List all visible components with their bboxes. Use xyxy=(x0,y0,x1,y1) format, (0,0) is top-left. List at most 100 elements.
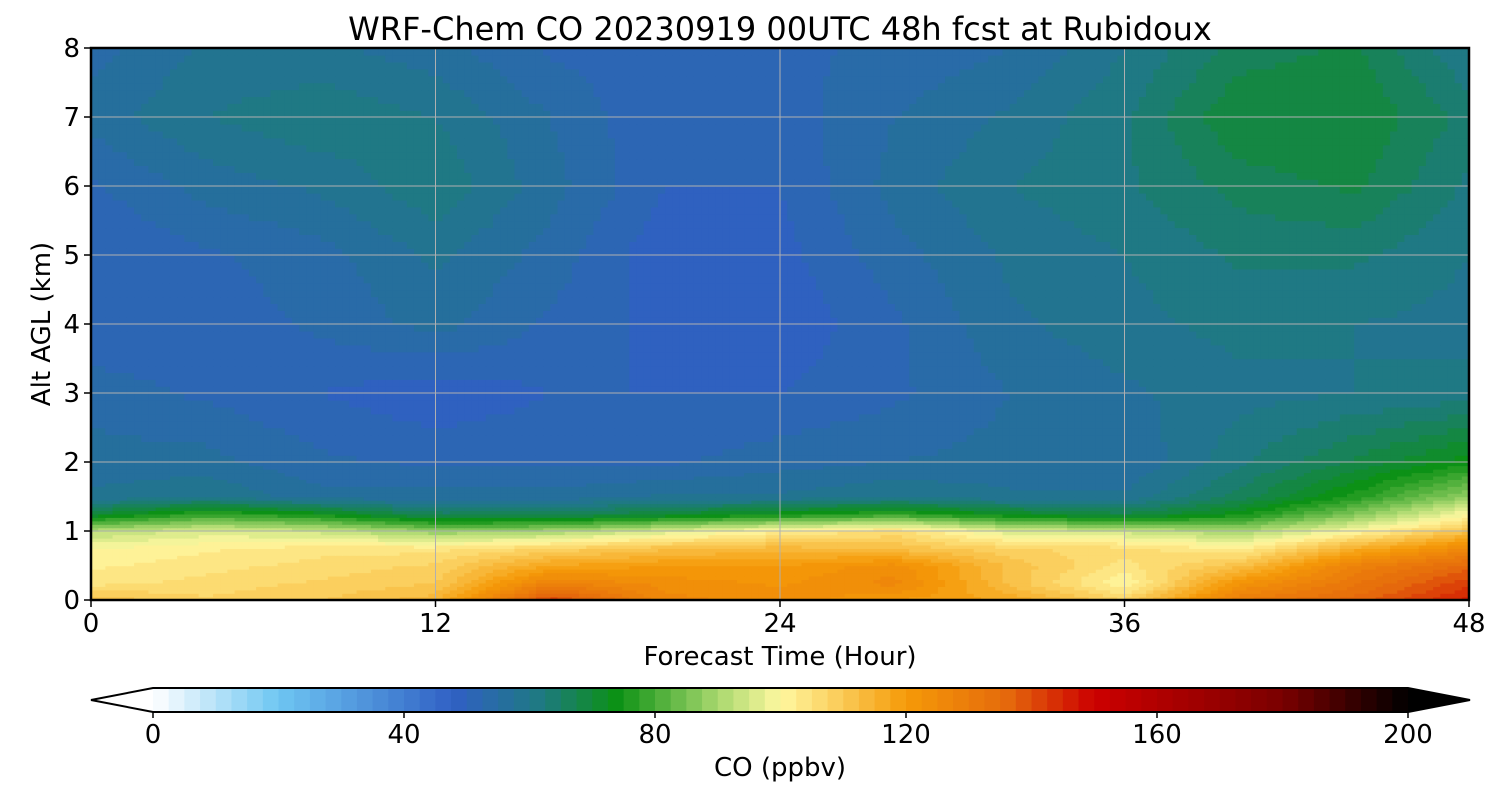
contour-cell xyxy=(693,568,702,574)
contour-cell xyxy=(665,572,674,577)
contour-cell xyxy=(528,572,537,577)
contour-cell xyxy=(600,572,609,577)
contour-cell xyxy=(894,579,903,584)
contour-cell xyxy=(1332,572,1341,577)
contour-cell xyxy=(744,582,752,587)
contour-cell xyxy=(643,575,652,580)
contour-cell xyxy=(306,575,315,580)
contour-cell xyxy=(973,589,982,594)
contour-cell xyxy=(521,579,530,584)
contour-cell xyxy=(1268,582,1276,587)
contour-cell xyxy=(349,593,358,598)
contour-cell xyxy=(356,586,365,591)
contour-cell xyxy=(327,575,336,580)
contour-cell xyxy=(557,572,566,577)
contour-cell xyxy=(830,582,839,587)
contour-cell xyxy=(830,575,839,580)
contour-cell xyxy=(801,586,810,591)
contour-cell xyxy=(363,593,372,598)
contour-cell xyxy=(672,593,681,598)
contour-cell xyxy=(169,593,178,598)
contour-cell xyxy=(406,596,415,600)
contour-cell xyxy=(1110,596,1119,600)
contour-cell xyxy=(808,589,817,594)
contour-cell xyxy=(1390,596,1398,600)
contour-cell xyxy=(701,589,709,594)
contour-cell xyxy=(457,589,465,594)
contour-cell xyxy=(614,586,623,591)
contour-cell xyxy=(413,579,422,584)
contour-cell xyxy=(787,582,796,587)
contour-cell xyxy=(335,596,343,600)
contour-cell xyxy=(945,596,953,600)
contour-cell xyxy=(1332,575,1341,580)
contour-cell xyxy=(708,575,717,580)
contour-cell xyxy=(284,586,293,591)
contour-cell xyxy=(1325,575,1334,580)
contour-cell xyxy=(385,593,394,598)
contour-cell xyxy=(980,589,989,594)
contour-cell xyxy=(765,568,774,574)
contour-cell xyxy=(1275,586,1284,591)
contour-cell xyxy=(1289,575,1298,580)
contour-cell xyxy=(1181,593,1190,598)
contour-cell xyxy=(471,593,480,598)
contour-cell xyxy=(105,572,114,577)
contour-cell xyxy=(909,575,918,580)
contour-cell xyxy=(772,575,781,580)
contour-cell xyxy=(887,568,896,574)
contour-cell xyxy=(780,582,788,587)
contour-cell xyxy=(1081,568,1090,574)
contour-cell xyxy=(1296,572,1305,577)
contour-cell xyxy=(1067,579,1075,584)
contour-cell xyxy=(378,596,386,600)
contour-cell xyxy=(815,568,824,574)
contour-cell xyxy=(428,596,437,600)
contour-cell xyxy=(665,589,674,594)
contour-cell xyxy=(579,586,587,591)
contour-cell xyxy=(1296,589,1305,594)
contour-cell xyxy=(1440,589,1449,594)
contour-cell xyxy=(148,586,157,591)
contour-cell xyxy=(629,575,638,580)
contour-cell xyxy=(1038,582,1047,587)
contour-cell xyxy=(672,582,681,587)
contour-cell xyxy=(973,568,982,574)
contour-cell xyxy=(1318,575,1327,580)
contour-cell xyxy=(528,586,537,591)
contour-cell xyxy=(715,586,724,591)
contour-cell xyxy=(457,575,465,580)
contour-cell xyxy=(291,589,300,594)
contour-cell xyxy=(457,582,465,587)
contour-cell xyxy=(844,572,853,577)
contour-cell xyxy=(952,589,961,594)
contour-cell xyxy=(313,568,322,574)
contour-cell xyxy=(1117,593,1126,598)
contour-cell xyxy=(1146,593,1154,598)
contour-cell xyxy=(636,568,645,574)
contour-cell xyxy=(916,579,925,584)
contour-cell xyxy=(270,572,279,577)
contour-cell xyxy=(313,572,322,577)
contour-cell xyxy=(1390,582,1398,587)
contour-cell xyxy=(227,586,236,591)
contour-cell xyxy=(887,572,896,577)
contour-cell xyxy=(1375,596,1384,600)
contour-cell xyxy=(241,579,250,584)
contour-cell xyxy=(736,575,745,580)
contour-cell xyxy=(945,575,953,580)
contour-cell xyxy=(772,582,781,587)
contour-cell xyxy=(858,582,867,587)
contour-cell xyxy=(134,568,142,574)
contour-cell xyxy=(227,596,236,600)
contour-cell xyxy=(1160,568,1169,574)
contour-cell xyxy=(256,579,264,584)
contour-cell xyxy=(1339,572,1348,577)
contour-cell xyxy=(866,575,875,580)
contour-cell xyxy=(141,575,150,580)
contour-cell xyxy=(1311,575,1319,580)
contour-cell xyxy=(234,582,243,587)
contour-cell xyxy=(650,572,659,577)
contour-cell xyxy=(485,568,494,574)
